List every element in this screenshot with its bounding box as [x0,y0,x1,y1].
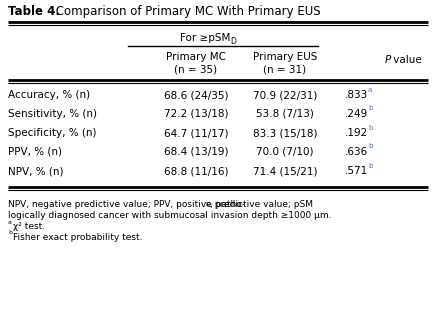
Text: For ≥pSM: For ≥pSM [180,33,230,43]
Text: value: value [390,55,422,65]
Text: Accuracy, % (n): Accuracy, % (n) [8,90,90,100]
Text: 53.8 (7/13): 53.8 (7/13) [256,109,314,119]
Text: Fisher exact probability test.: Fisher exact probability test. [13,233,143,242]
Text: 83.3 (15/18): 83.3 (15/18) [253,128,317,138]
Text: 68.8 (11/16): 68.8 (11/16) [164,166,228,176]
Text: 68.6 (24/35): 68.6 (24/35) [164,90,228,100]
Text: b: b [368,106,372,111]
Text: Sensitivity, % (n): Sensitivity, % (n) [8,109,97,119]
Text: 70.0 (7/10): 70.0 (7/10) [256,147,314,157]
Text: .833: .833 [345,90,368,100]
Text: a: a [8,219,12,225]
Text: D: D [205,202,210,207]
Text: b: b [368,124,372,131]
Text: Comparison of Primary MC With Primary EUS: Comparison of Primary MC With Primary EU… [52,5,320,18]
Text: PPV, % (n): PPV, % (n) [8,147,62,157]
Text: .249: .249 [345,109,368,119]
Text: .636: .636 [345,147,368,157]
Text: 64.7 (11/17): 64.7 (11/17) [164,128,228,138]
Text: logically diagnosed cancer with submucosal invasion depth ≥1000 μm.: logically diagnosed cancer with submucos… [8,211,331,220]
Text: χ² test.: χ² test. [13,222,45,231]
Text: Table 4.: Table 4. [8,5,60,18]
Text: , patho-: , patho- [210,200,245,209]
Text: b: b [368,143,372,149]
Text: P: P [385,55,391,65]
Text: (n = 31): (n = 31) [263,64,307,74]
Text: 72.2 (13/18): 72.2 (13/18) [164,109,228,119]
Text: Specificity, % (n): Specificity, % (n) [8,128,96,138]
Text: b: b [8,230,12,236]
Text: NPV, negative predictive value; PPV, positive predictive value; pSM: NPV, negative predictive value; PPV, pos… [8,200,313,209]
Text: Primary MC: Primary MC [166,52,226,62]
Text: (n = 35): (n = 35) [174,64,218,74]
Text: D: D [230,37,236,46]
Text: a: a [368,86,372,93]
Text: Primary EUS: Primary EUS [253,52,317,62]
Text: .192: .192 [345,128,368,138]
Text: 68.4 (13/19): 68.4 (13/19) [164,147,228,157]
Text: 70.9 (22/31): 70.9 (22/31) [253,90,317,100]
Text: .571: .571 [345,166,368,176]
Text: NPV, % (n): NPV, % (n) [8,166,64,176]
Text: 71.4 (15/21): 71.4 (15/21) [253,166,317,176]
Text: b: b [368,163,372,169]
